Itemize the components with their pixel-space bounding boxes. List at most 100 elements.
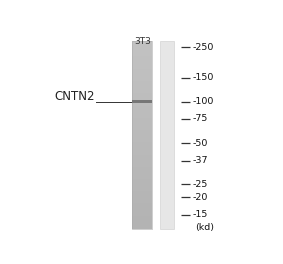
Bar [132,51,153,52]
Bar [132,127,153,128]
Bar [132,200,153,201]
Bar [132,83,153,84]
Bar [132,91,153,93]
Text: -100: -100 [192,97,214,106]
Bar [132,105,153,106]
Bar [132,43,153,44]
Bar [132,98,153,99]
Bar [132,159,153,160]
Bar [132,190,153,191]
Bar [132,84,153,85]
Bar [132,212,153,213]
Bar [132,132,153,133]
Bar [132,89,153,90]
Bar [132,197,153,198]
Bar [132,153,153,155]
Bar [132,206,153,207]
Bar [132,103,153,105]
Bar [132,179,153,180]
Bar [132,176,153,177]
Bar [132,44,153,45]
Bar [132,173,153,174]
Bar [132,56,153,57]
Bar [132,215,153,216]
Bar [132,152,153,153]
Bar [132,59,153,60]
Bar [132,194,153,195]
Bar [132,148,153,149]
Bar [132,168,153,170]
Bar [132,164,153,165]
Bar [132,85,153,86]
Bar [132,123,153,125]
Bar [132,46,153,48]
Bar [132,120,153,121]
Bar [132,145,153,146]
Bar [132,188,153,189]
Bar [132,76,153,78]
Bar [132,76,153,77]
Bar [132,219,153,220]
Bar [132,117,153,118]
Bar [132,86,153,87]
Bar [132,226,153,227]
Bar [132,81,153,82]
Bar [132,94,153,95]
Bar [132,217,153,219]
Bar [132,146,153,147]
Bar [132,224,153,225]
Bar [132,223,153,224]
Bar [132,183,153,184]
Bar [132,136,153,138]
Bar [132,203,153,204]
Bar [132,103,153,104]
Bar [132,74,153,75]
Bar [132,225,153,226]
Bar [132,216,153,218]
Bar [132,198,153,199]
Bar [132,228,153,229]
Bar [132,181,153,182]
Bar [132,112,153,113]
Bar [132,174,153,175]
Bar [132,192,153,193]
Bar [132,166,153,167]
Bar [132,107,153,109]
Text: -50: -50 [192,139,207,148]
Bar [132,110,153,111]
Bar [132,91,153,92]
Bar [132,102,153,103]
Bar [132,162,153,163]
Bar [132,200,153,202]
Bar [132,88,153,89]
Bar [132,156,153,157]
Bar [132,207,153,208]
Bar [132,208,153,209]
Bar [132,72,153,73]
Bar [132,69,153,70]
Bar [132,187,153,188]
Bar [132,155,153,157]
Bar [132,220,153,221]
Bar [132,177,153,178]
Bar [132,209,153,210]
Bar [132,158,153,159]
Bar [132,79,153,80]
Bar [132,45,153,46]
Bar [132,191,153,192]
Bar [132,136,153,137]
Bar [132,121,153,122]
Bar [132,140,153,142]
Bar [132,115,153,116]
Bar [132,134,153,135]
Bar [132,183,153,185]
Bar [132,82,153,83]
Bar [132,95,153,96]
Bar [132,118,153,119]
Bar [132,71,153,72]
Bar [132,49,153,50]
Bar [132,131,153,132]
Bar [132,106,153,107]
Bar [132,193,153,194]
Bar [132,143,153,144]
